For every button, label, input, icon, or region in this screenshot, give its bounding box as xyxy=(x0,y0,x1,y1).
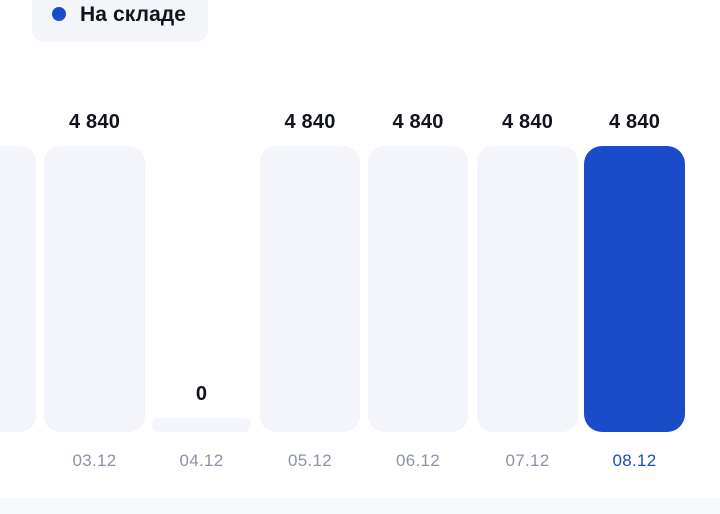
x-axis-tick-label[interactable]: 03.12 xyxy=(72,451,117,470)
bar-value-label: 0 xyxy=(195,383,208,405)
bar-value-label: 4 840 xyxy=(68,111,121,133)
x-axis-tick-label[interactable]: 2 xyxy=(0,452,36,469)
bar[interactable] xyxy=(152,418,251,432)
bar-value-label: 4 840 xyxy=(392,111,444,133)
bar-value-label: 4 840 xyxy=(284,111,336,133)
bar-group[interactable]: 4 840 06.12 xyxy=(368,0,468,514)
x-axis-tick-label[interactable]: 05.12 xyxy=(287,451,333,470)
bar-group[interactable]: 4 840 05.12 xyxy=(260,0,360,514)
bar[interactable] xyxy=(0,146,36,432)
bar-group[interactable]: 4 840 03.12 xyxy=(44,0,145,514)
legend-item-label: На складе xyxy=(80,2,187,26)
bar-value-label: 4 840 xyxy=(608,111,661,133)
bar-value-label: 4 840 xyxy=(501,111,554,133)
bar[interactable] xyxy=(260,146,360,432)
x-axis-tick-label[interactable]: 04.12 xyxy=(179,451,224,470)
x-axis-tick-label[interactable]: 06.12 xyxy=(395,451,441,470)
bar-group[interactable]: 02 xyxy=(0,0,36,514)
bar[interactable] xyxy=(44,146,145,432)
bar-value-label: 0 xyxy=(0,112,36,132)
bar-group[interactable]: 4 840 07.12 xyxy=(477,0,578,514)
x-axis-tick-label[interactable]: 08.12 xyxy=(612,451,657,470)
bar-group[interactable]: 4 840 08.12 xyxy=(584,0,685,514)
bar-selected[interactable] xyxy=(584,146,685,432)
x-axis-tick-label[interactable]: 07.12 xyxy=(505,451,550,470)
chart-legend[interactable]: На складе xyxy=(32,0,209,42)
bar[interactable] xyxy=(477,146,578,432)
legend-dot-icon xyxy=(52,7,66,21)
bar-group[interactable]: 0 04.12 xyxy=(152,0,251,514)
bar[interactable] xyxy=(368,146,468,432)
